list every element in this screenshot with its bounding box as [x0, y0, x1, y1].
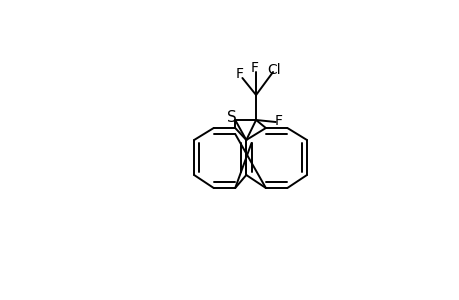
Text: F: F — [235, 67, 243, 81]
Text: S: S — [227, 110, 236, 125]
Text: F: F — [250, 61, 257, 75]
Text: F: F — [274, 114, 282, 128]
Text: Cl: Cl — [267, 63, 280, 77]
